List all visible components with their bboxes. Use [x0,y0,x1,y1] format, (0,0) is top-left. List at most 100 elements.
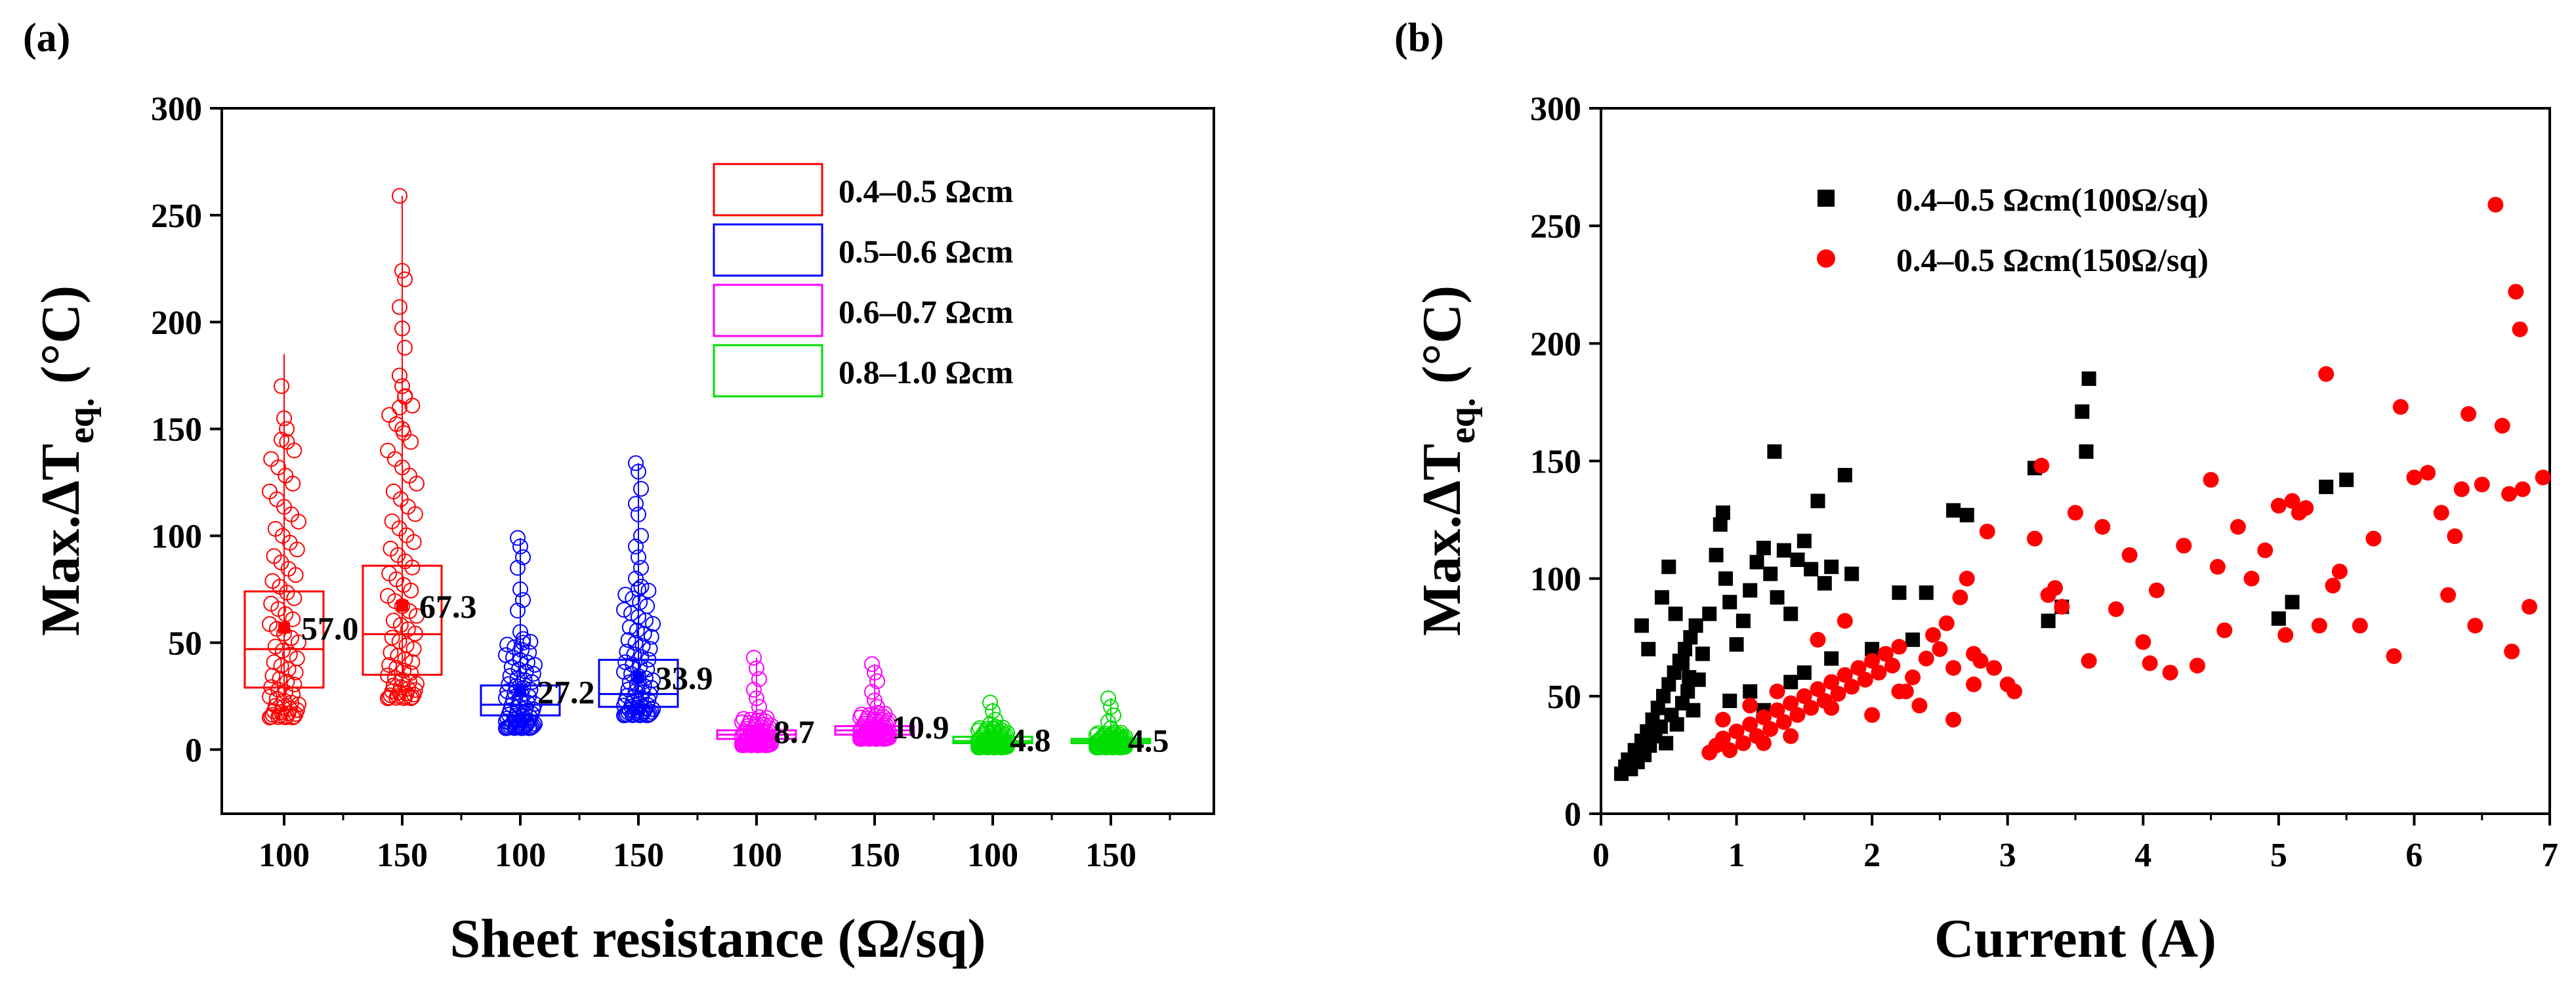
b-point-0-73 [2319,479,2334,494]
a-point-0-32 [273,658,289,674]
a-outlier-1-2 [397,271,413,287]
a-outlier-3-4 [631,506,646,522]
a-point-1-15 [392,679,409,696]
a-outlier-3-2 [633,480,649,497]
a-point-3-52 [634,638,651,654]
b-y-tick-label-1: 50 [1547,679,1581,716]
a-mean-label-0: 57.0 [301,610,359,647]
b-legend-marker-1 [1817,249,1835,268]
b-point-1-41 [1979,524,1995,539]
a-y-tick-label-1: 50 [168,625,202,662]
a-point-3-32 [627,683,644,700]
a-outlier-3-9 [628,570,644,587]
a-outlier-2-0 [510,530,526,546]
b-point-1-78 [2386,648,2402,664]
a-point-1-37 [385,612,402,629]
b-point-1-42 [1986,660,2003,676]
a-point-0-68 [286,442,302,459]
b-point-1-82 [2433,505,2449,521]
b-point-1-75 [2331,563,2348,579]
b-point-1-81 [2420,465,2436,481]
a-mean-label-5: 10.9 [892,709,949,745]
a-point-3-67 [617,587,634,603]
a-point-0-15 [274,699,291,715]
a-point-1-62 [387,451,403,467]
a-mean-marker-2 [514,685,526,698]
b-point-1-53 [2108,601,2124,618]
panel-b-points [1613,196,2551,782]
b-point-0-12 [1650,700,1665,715]
b-point-1-25 [1871,665,1887,681]
panel-b-ticks: 0 50 100 150 200 250 300 0 1 2 3 4 5 6 7 [1530,91,2558,874]
b-point-1-85 [2453,481,2470,497]
a-point-0-16 [267,698,283,714]
b-point-0-30 [1654,590,1669,605]
b-point-1-37 [1952,589,1968,606]
b-point-1-67 [2270,497,2287,514]
b-point-1-45 [2027,530,2043,547]
a-outlier-1-8 [397,388,413,405]
a-outlier-4-0 [746,650,762,666]
b-point-0-53 [1797,534,1812,549]
a-point-3-25 [617,693,634,709]
b-point-1-33 [1925,627,1942,643]
a-outlier-7-0 [1100,690,1116,707]
b-point-1-65 [2243,570,2260,587]
a-point-0-24 [270,682,287,698]
b-point-0-40 [1718,571,1734,586]
a-outlier-4-1 [749,660,764,677]
b-point-0-23 [1680,684,1695,699]
a-point-1-63 [380,442,396,459]
b-point-1-31 [1911,698,1928,714]
panel-a-y-axis-title: Max.ΔTeq. (°C) [30,285,102,636]
a-point-1-22 [403,665,419,681]
b-point-1-46 [2033,457,2050,474]
b-point-1-58 [2162,665,2178,681]
panel-b-y-axis-title: Max.ΔTeq. (°C) [1411,285,1483,636]
b-point-0-52 [1790,553,1805,567]
b-point-1-32 [1918,650,1934,667]
b-point-1-68 [2277,627,2294,643]
a-point-3-51 [642,640,658,657]
b-point-1-2 [1714,730,1731,747]
a-point-0-46 [263,595,280,612]
a-point-2-50 [501,676,517,692]
b-point-0-57 [1824,559,1839,574]
a-outlier-1-7 [394,378,410,394]
b-point-1-6 [1742,716,1758,732]
a-point-1-67 [381,407,398,423]
b-point-1-73 [2318,366,2335,382]
a-point-1-33 [384,629,400,646]
b-point-0-61 [1905,632,1921,647]
a-point-0-28 [272,671,288,687]
b-point-0-59 [1844,566,1859,581]
a-outlier-5-2 [869,673,885,690]
a-outlier-5-3 [864,684,880,700]
b-point-1-87 [2467,618,2483,634]
a-point-1-26 [404,654,421,670]
a-x-tick-label-1: 150 [377,837,428,874]
panel-a-label: (a) [23,16,70,60]
a-point-1-64 [403,434,419,450]
b-point-0-72 [2285,595,2300,610]
a-legend-swatch-0 [713,163,823,217]
panel-a-boxes: 57.0 67.3 27.2 33.9 8.7 10.9 4.8 4.5 [243,188,1169,759]
a-point-3-69 [633,578,650,595]
a-point-3-59 [645,616,661,632]
a-point-4-67 [736,711,752,727]
b-point-0-22 [1678,642,1693,657]
b-point-0-49 [1770,590,1785,605]
a-box-group-0: 57.0 [243,354,359,726]
a-point-3-56 [636,625,652,642]
a-outlier-0-2 [279,421,295,437]
a-outlier-5-1 [867,665,883,681]
b-point-0-51 [1783,606,1798,621]
panel-b-scatter-chart: (b) 0 50 100 150 200 250 300 0 1 2 3 4 5 6 7 0.4–0.5 Ω… [1394,16,2558,969]
b-point-1-98 [1714,711,1731,728]
b-point-1-52 [2094,518,2111,535]
b-point-0-44 [1743,583,1758,598]
a-point-0-50 [264,573,281,589]
a-outlier-6-2 [987,711,1003,728]
b-point-0-39 [1715,505,1730,520]
